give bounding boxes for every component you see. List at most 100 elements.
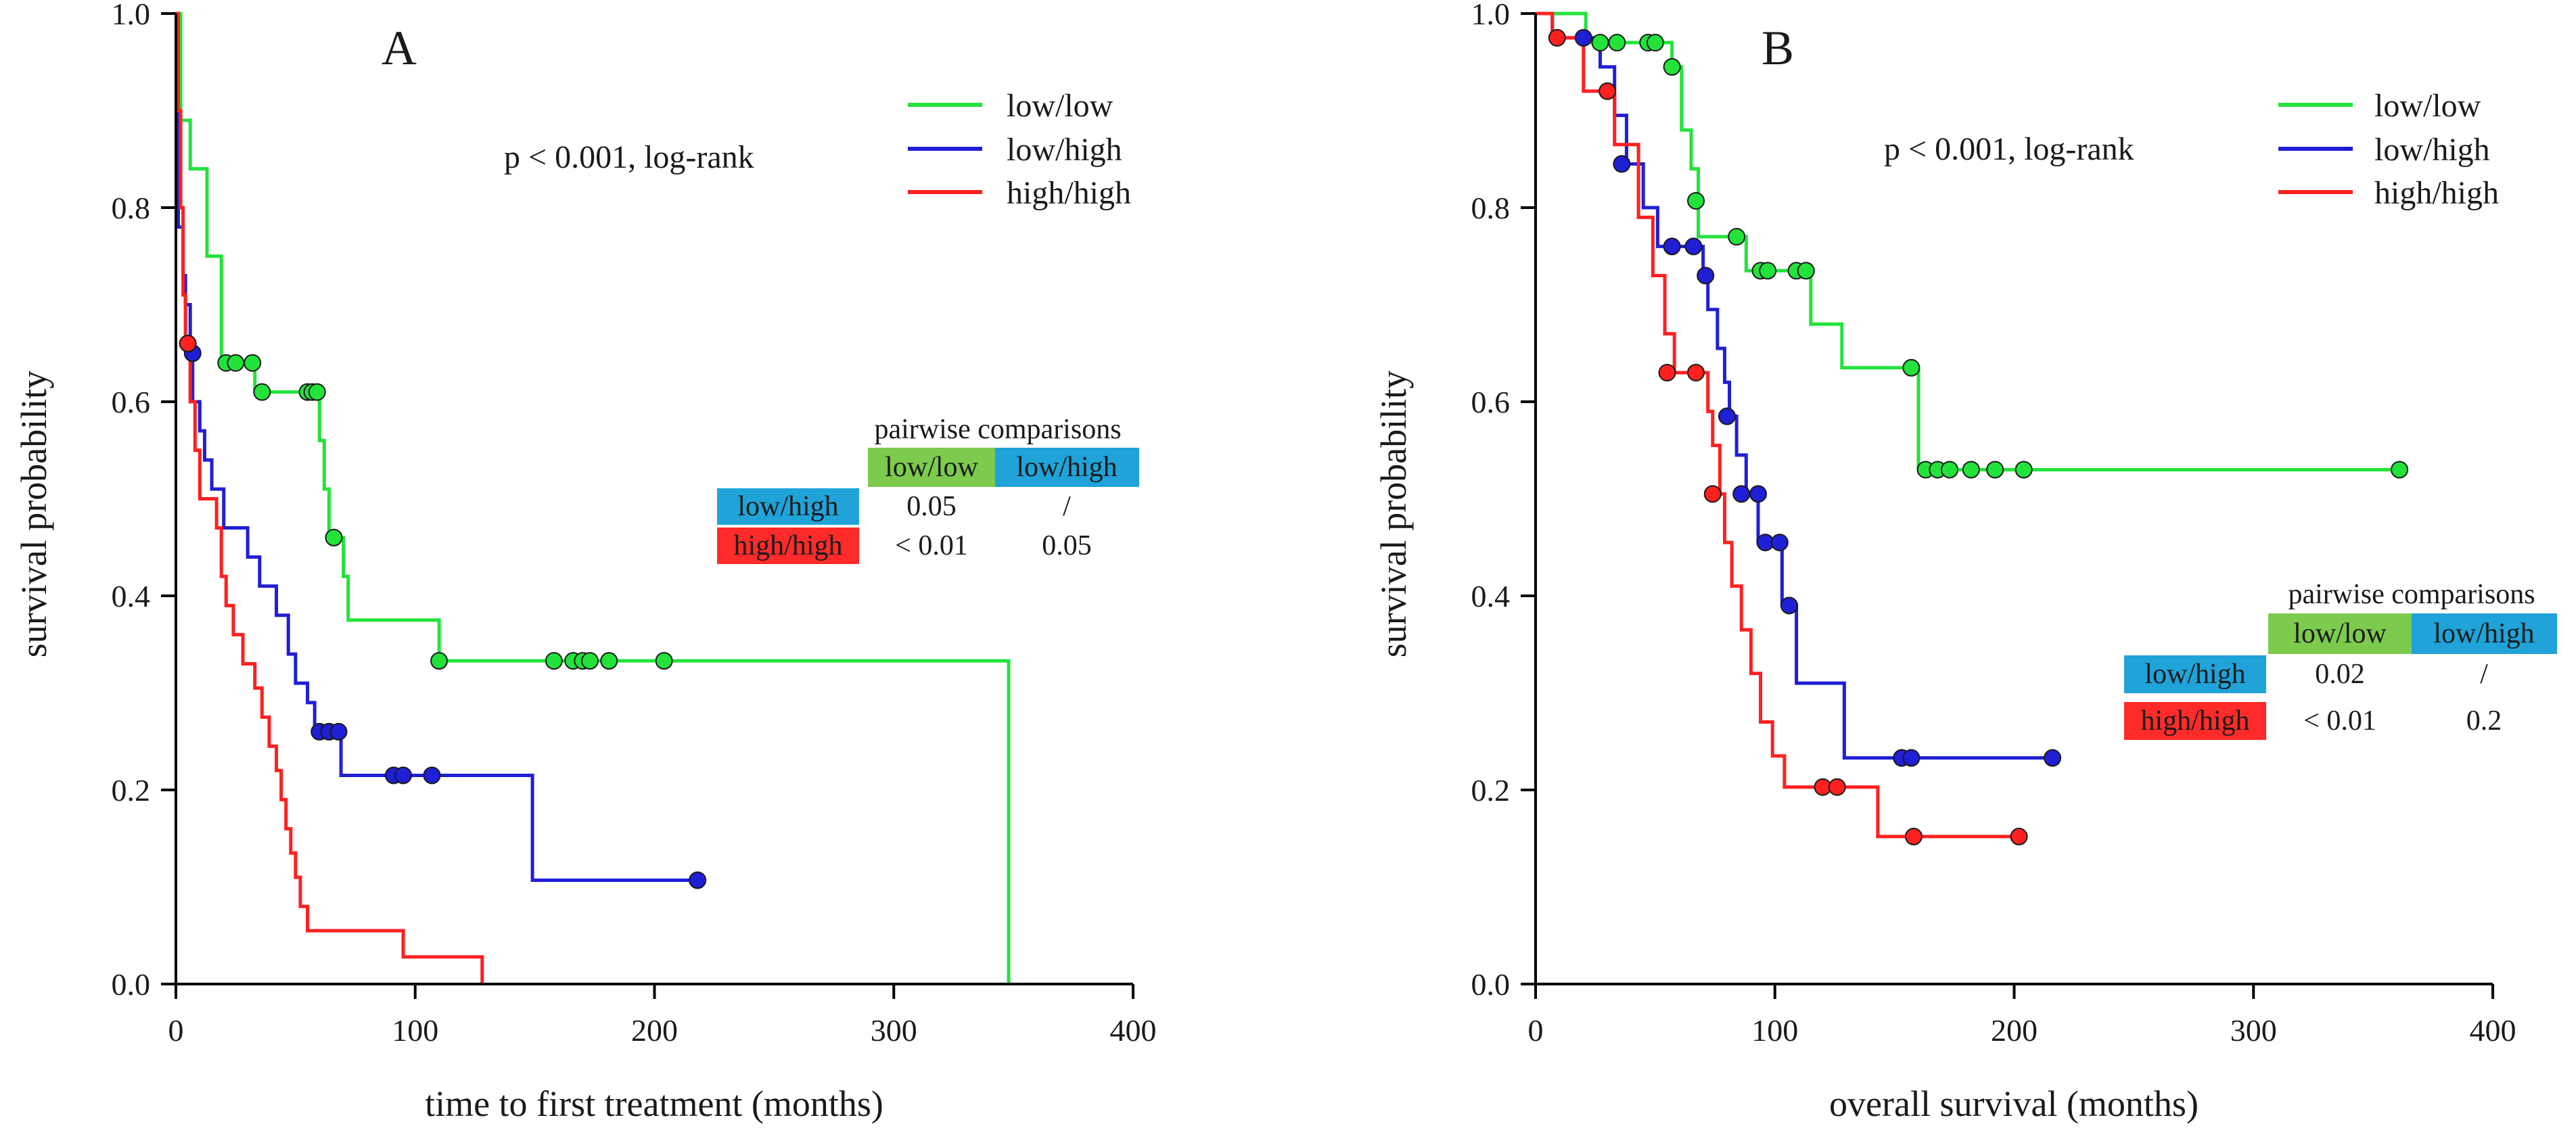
- panel-b-x-tick-label: 300: [2230, 1013, 2277, 1048]
- panel-a-censor-mark-low-high: [329, 722, 348, 741]
- panel-b-letter: B: [1762, 21, 1794, 75]
- panel-a-pairwise-head-bg-2: [995, 448, 1139, 487]
- panel-b-y-tick-label: 0.2: [1471, 773, 1511, 808]
- panel-a-censor-mark-low-high: [394, 766, 413, 785]
- panel-a-y-tick-label: 0.2: [112, 773, 151, 808]
- panel-b-censor-mark-high-high: [1687, 363, 1705, 381]
- panel-a-y-tick-label: 0.4: [112, 579, 151, 613]
- panel-b-censor-mark-high-high: [1703, 485, 1722, 503]
- panel-a-censor-mark-low-low: [600, 652, 618, 670]
- panel-a-censor-mark-low-high: [423, 766, 441, 785]
- panel-a-censor-mark-low-low: [545, 652, 563, 670]
- panel-b-legend-label-low-high: low/high: [2374, 132, 2490, 168]
- panel-b-y-tick-label: 0.4: [1471, 579, 1511, 613]
- panel-a-x-ticks: 0 100 200 300 400: [168, 984, 1157, 1048]
- panel-b-pairwise-row-bg-1: [2124, 655, 2266, 693]
- panel-a-x-tick-label: 100: [392, 1013, 438, 1048]
- panel-a: 0 100 200 300 400 0.0 0.2 0.4 0.6 0.8 1.0 A p < 0…: [14, 0, 1157, 1124]
- panel-a-pairwise-title: pairwise comparisons: [874, 414, 1121, 445]
- panel-a-pairwise-table: pairwise comparisons low/low low/high lo…: [717, 414, 1139, 564]
- panel-a-pairwise-head-2: low/high: [1016, 452, 1117, 483]
- panel-a-x-tick-label: 300: [871, 1013, 917, 1048]
- panel-b-pairwise-row-label-1: low/high: [2144, 659, 2245, 690]
- panel-b-censor-mark-low-low: [1902, 358, 1920, 377]
- panel-b-censor-mark-high-high: [1658, 363, 1676, 381]
- panel-b-curve-high-high: [1536, 11, 2019, 839]
- panel-b-censor-marks: [1548, 28, 2409, 845]
- panel-a-y-ticks: 0.0 0.2 0.4 0.6 0.8 1.0: [112, 0, 176, 1002]
- panel-a-pairwise-cell-2-2: 0.05: [1042, 530, 1092, 561]
- panel-b-censor-mark-high-high: [2010, 827, 2028, 845]
- panel-b-censor-mark-low-low: [2015, 461, 2033, 479]
- panel-b-legend-label-low-low: low/low: [2374, 88, 2481, 124]
- panel-a-y-tick-label: 0.8: [112, 191, 151, 225]
- panel-b-censor-mark-high-high: [1548, 28, 1566, 47]
- panel-b-censor-mark-low-low: [2391, 461, 2409, 479]
- panel-b-pvalue: p < 0.001, log-rank: [1884, 131, 2134, 167]
- panel-a-censor-marks: [179, 334, 707, 889]
- panel-a-censor-mark-low-low: [244, 354, 262, 372]
- panel-b-y-tick-label: 0.6: [1471, 385, 1511, 419]
- panel-a-censor-mark-low-low: [430, 652, 448, 670]
- panel-b-x-ticks: 0 100 200 300 400: [1528, 984, 2516, 1048]
- panel-b-censor-mark-low-low: [1797, 262, 1815, 280]
- panel-a-censor-mark-low-low: [253, 383, 271, 401]
- panel-a-pairwise-row-label-1: low/high: [737, 491, 838, 522]
- panel-a-censor-mark-low-high: [689, 871, 707, 889]
- panel-b-censor-mark-low-high: [1574, 28, 1592, 47]
- panel-b-pairwise-cell-2-1: < 0.01: [2303, 705, 2376, 737]
- panel-a-pairwise-row-bg-1: [717, 488, 859, 525]
- panel-a-pairwise-cell-2-1: < 0.01: [895, 530, 968, 561]
- panel-a-x-tick-label: 200: [631, 1013, 678, 1048]
- panel-a-x-tick-label: 400: [1110, 1013, 1157, 1048]
- panel-b-censor-mark-low-high: [1663, 237, 1681, 256]
- panel-a-curve-low-low: [176, 11, 1011, 984]
- panel-b-y-tick-label: 0.0: [1471, 967, 1511, 1002]
- panel-a-legend-label-low-low: low/low: [1007, 88, 1113, 124]
- panel-a-x-axis-title: time to first treatment (months): [425, 1083, 883, 1124]
- panel-a-censor-mark-low-low: [325, 528, 343, 546]
- panel-b-x-tick-label: 0: [1528, 1013, 1544, 1048]
- panel-b-censor-mark-low-low: [1687, 191, 1705, 210]
- panel-b-censor-mark-low-low: [1986, 461, 2004, 479]
- panel-b-censor-mark-low-high: [1684, 237, 1703, 256]
- panel-b-pairwise-row-label-2: high/high: [2140, 705, 2249, 737]
- panel-b-censor-mark-low-low: [1608, 34, 1626, 52]
- panel-b-legend-label-high-high: high/high: [2374, 175, 2499, 211]
- panel-a-y-tick-label: 0.6: [112, 385, 151, 419]
- panel-b-pairwise-head-bg-1: [2268, 613, 2412, 654]
- panel-b-censor-mark-low-high: [2044, 749, 2062, 767]
- panel-b-censor-mark-low-low: [1591, 34, 1609, 52]
- panel-b-pairwise-cell-1-2: /: [2480, 659, 2488, 690]
- panel-a-pairwise-cell-1-2: /: [1063, 491, 1071, 522]
- panel-a-pairwise-head-bg-1: [868, 448, 995, 487]
- panel-b-x-tick-label: 200: [1991, 1013, 2038, 1048]
- panel-b-censor-mark-low-low: [1728, 228, 1746, 246]
- panel-b-x-tick-label: 400: [2470, 1013, 2516, 1048]
- panel-b-pairwise-cell-1-1: 0.02: [2315, 659, 2365, 690]
- panel-a-censor-mark-low-low: [308, 383, 326, 401]
- panel-b-censor-mark-low-high: [1697, 266, 1715, 285]
- panel-a-censor-mark-low-low: [655, 652, 673, 670]
- panel-b-censor-mark-low-high: [1749, 485, 1767, 503]
- panel-a-y-tick-label: 1.0: [112, 0, 151, 31]
- panel-b-pairwise-title: pairwise comparisons: [2288, 579, 2535, 610]
- panel-b-y-tick-label: 0.8: [1471, 191, 1511, 225]
- panel-a-pairwise-head-1: low/low: [885, 452, 978, 483]
- panel-b-censor-mark-high-high: [1904, 827, 1923, 845]
- panel-b-x-axis-title: overall survival (months): [1829, 1083, 2199, 1124]
- panel-b-pairwise-head-bg-2: [2412, 613, 2557, 654]
- panel-b-censor-mark-low-high: [1732, 485, 1751, 503]
- panel-b-curve-low-low: [1536, 11, 2402, 471]
- panel-b-censor-mark-low-high: [1613, 155, 1631, 173]
- panel-a-pairwise-cell-1-1: 0.05: [906, 491, 957, 522]
- panel-b-y-ticks: 0.0 0.2 0.4 0.6 0.8 1.0: [1471, 0, 1536, 1002]
- panel-b-censor-mark-low-high: [1780, 597, 1798, 615]
- panel-a-censor-mark-low-low: [580, 652, 599, 670]
- panel-b-censor-mark-high-high: [1828, 778, 1846, 796]
- panel-b-x-tick-label: 100: [1751, 1013, 1798, 1048]
- panel-b-censor-mark-low-low: [1663, 57, 1681, 76]
- panel-b-pairwise-head-2: low/high: [2433, 618, 2534, 649]
